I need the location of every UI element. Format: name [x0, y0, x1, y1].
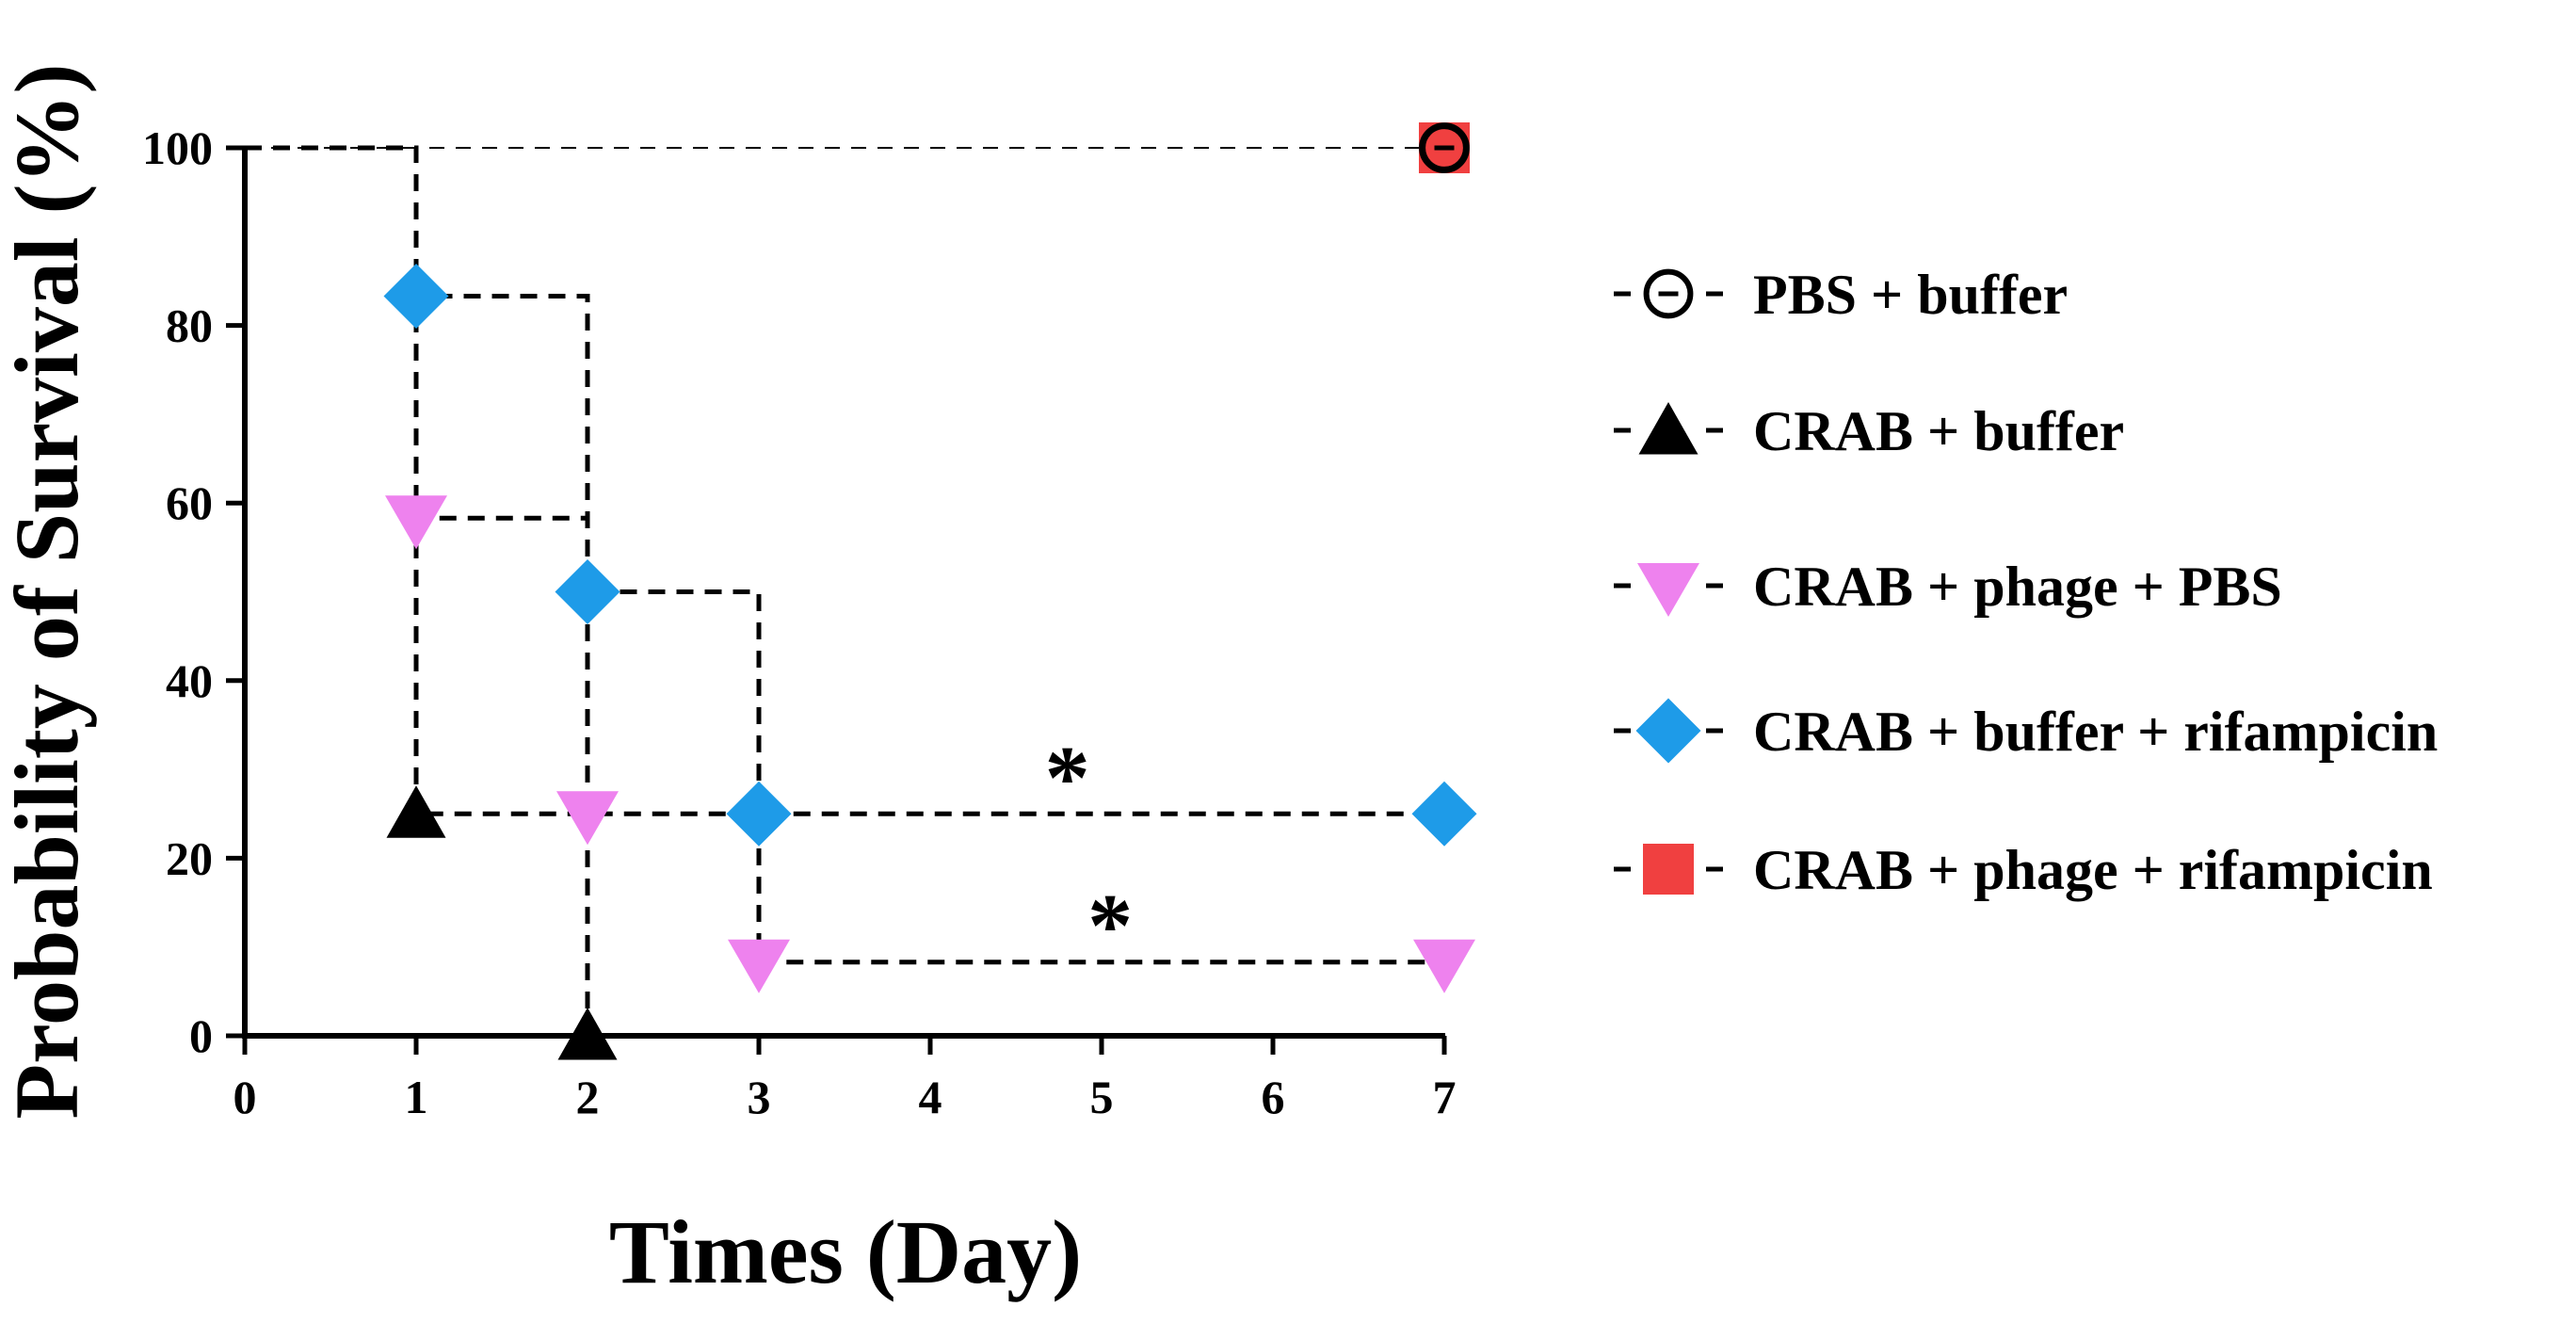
legend-label: PBS + buffer: [1753, 264, 2068, 326]
y-tick-label: 60: [166, 476, 213, 529]
x-tick-label: 7: [1433, 1071, 1457, 1123]
y-tick-label: 80: [166, 299, 213, 352]
significance-asterisk: *: [1045, 727, 1090, 828]
legend-marker-triangle-down: [1637, 563, 1699, 617]
y-tick-label: 0: [189, 1009, 213, 1062]
y-tick-label: 40: [166, 654, 213, 707]
y-tick-label: 20: [166, 831, 213, 884]
legend-item-3: CRAB + buffer + rifampicin: [1614, 698, 2438, 764]
legend-marker-square: [1643, 844, 1694, 895]
marker-triangle-down-2-1: [556, 791, 619, 846]
x-tick-label: 1: [405, 1071, 428, 1123]
marker-triangle-down-2-3: [1413, 939, 1475, 993]
series-markers: [383, 122, 1477, 1060]
legend-label: CRAB + phage + PBS: [1753, 556, 2282, 618]
x-tick-label: 6: [1262, 1071, 1285, 1123]
x-ticks: 0 1 2 3 4 5 6 7: [233, 1036, 1457, 1123]
marker-triangle-down-2-0: [385, 495, 447, 550]
marker-triangle-up-1-0: [386, 785, 446, 838]
marker-diamond-3-3: [1411, 781, 1477, 847]
legend-marker-triangle-up: [1638, 402, 1699, 455]
series-lines: [245, 145, 1444, 1036]
series-line-2: [245, 145, 1444, 965]
marker-diamond-3-2: [726, 781, 792, 847]
legend-marker-diamond: [1635, 698, 1701, 764]
significance-asterisk: *: [1087, 876, 1133, 976]
legend-label: CRAB + phage + rifampicin: [1753, 839, 2433, 901]
series-line-3: [245, 145, 1444, 816]
x-tick-label: 3: [748, 1071, 771, 1123]
x-axis-title: Times (Day): [609, 1202, 1082, 1302]
legend-item-1: CRAB + buffer: [1614, 400, 2124, 462]
y-ticks: 0 20 40 60 80 100: [142, 121, 245, 1062]
legend-item-2: CRAB + phage + PBS: [1614, 556, 2282, 618]
y-tick-label: 100: [142, 121, 213, 174]
x-tick-label: 4: [919, 1071, 942, 1123]
legend-label: CRAB + buffer + rifampicin: [1753, 701, 2438, 763]
x-tick-label: 2: [576, 1071, 600, 1123]
x-tick-label: 5: [1090, 1071, 1114, 1123]
annotations: **: [1045, 727, 1134, 976]
legend: PBS + buffer CRAB + buffer CRAB + phage + …: [1614, 264, 2438, 901]
marker-diamond-3-0: [383, 263, 449, 329]
legend-item-4: CRAB + phage + rifampicin: [1614, 839, 2433, 901]
marker-triangle-down-2-2: [728, 939, 790, 993]
axes: [242, 148, 1445, 1039]
legend-label: CRAB + buffer: [1753, 400, 2124, 462]
x-tick-label: 0: [233, 1071, 257, 1123]
legend-item-0: PBS + buffer: [1614, 264, 2068, 326]
marker-diamond-3-1: [555, 559, 620, 624]
y-axis-title: Probability of Survival (%): [0, 64, 97, 1120]
